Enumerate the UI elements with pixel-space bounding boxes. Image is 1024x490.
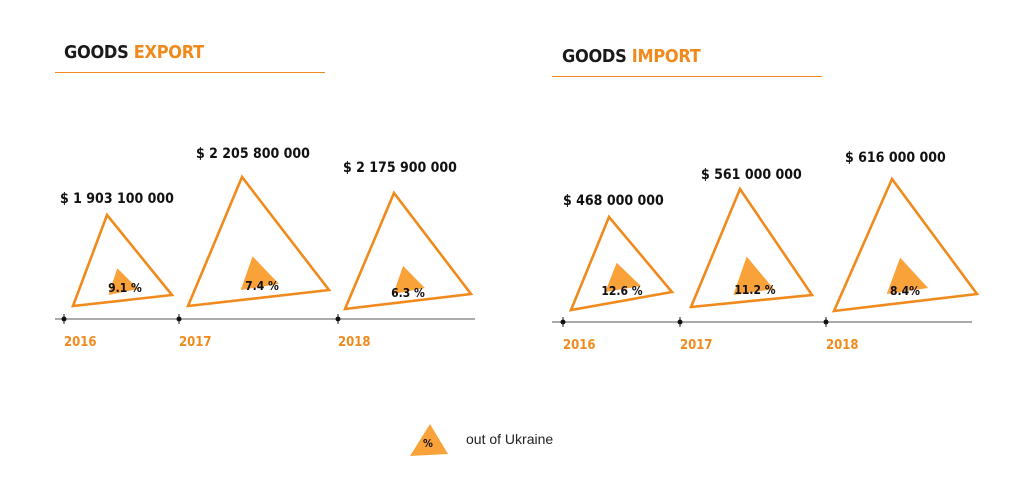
year-label: 2018 <box>826 338 859 353</box>
share-label: 7.4 % <box>245 279 279 293</box>
value-label: $ 2 205 800 000 <box>196 146 310 162</box>
year-label: 2017 <box>680 338 713 353</box>
value-triangle <box>342 190 474 311</box>
share-label: 6.3 % <box>391 286 425 300</box>
value-triangle <box>568 214 675 312</box>
legend-label: out of Ukraine <box>466 431 554 447</box>
share-triangle <box>393 265 425 294</box>
value-triangle <box>185 174 332 308</box>
legend-triangle <box>410 424 448 456</box>
import-chart: 2016 $ 468 000 000 12.6 % 2017 $ 561 000 000… <box>552 150 980 353</box>
year-label: 2016 <box>563 338 596 353</box>
import-title-accent: IMPORT <box>631 46 701 67</box>
import-title-main: GOODS <box>562 46 627 67</box>
value-label: $ 1 903 100 000 <box>60 191 174 207</box>
share-label: 9.1 % <box>108 281 142 295</box>
timeline-dot <box>335 316 341 322</box>
value-triangle <box>831 176 980 313</box>
year-label: 2017 <box>179 335 212 350</box>
timeline-dot <box>61 316 67 322</box>
timeline-dot <box>176 316 182 322</box>
share-label: 12.6 % <box>601 284 642 298</box>
legend: % out of Ukraine <box>408 420 578 460</box>
year-label: 2018 <box>338 335 371 350</box>
value-label: $ 468 000 000 <box>563 193 664 209</box>
legend-percent-icon: % <box>410 424 448 456</box>
value-label: $ 616 000 000 <box>845 150 946 166</box>
share-label: 11.2 % <box>734 283 775 297</box>
timeline-dot <box>823 319 829 325</box>
export-chart: 2016 $ 1 903 100 000 9.1 % 2017 $ 2 205 800 … <box>55 146 475 350</box>
share-triangle <box>108 268 139 295</box>
share-label: 8.4% <box>890 284 920 298</box>
timeline-dot <box>560 319 566 325</box>
legend-symbol: % <box>423 437 433 450</box>
value-triangle <box>71 212 175 308</box>
export-title: GOODS EXPORT <box>64 42 204 63</box>
share-triangle <box>240 256 280 290</box>
value-label: $ 561 000 000 <box>701 167 802 183</box>
value-label: $ 2 175 900 000 <box>343 160 457 176</box>
share-triangle <box>605 262 641 292</box>
year-label: 2016 <box>64 335 97 350</box>
value-triangle <box>688 186 815 309</box>
export-title-rule <box>55 72 325 73</box>
share-triangle <box>733 256 774 295</box>
export-title-main: GOODS <box>64 42 129 63</box>
share-triangle <box>886 257 929 294</box>
import-title: GOODS IMPORT <box>562 46 701 67</box>
export-title-accent: EXPORT <box>133 42 204 63</box>
import-title-rule <box>552 76 822 77</box>
timeline-dot <box>677 319 683 325</box>
